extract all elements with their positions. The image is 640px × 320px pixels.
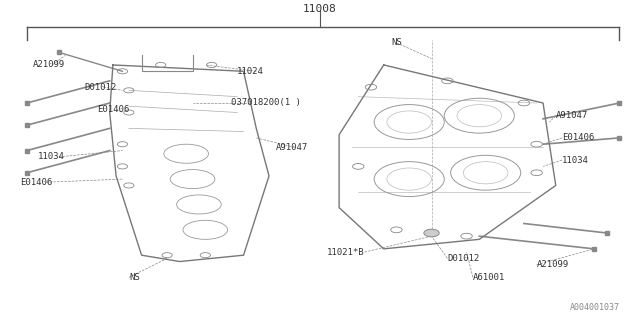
Text: 11024: 11024	[237, 67, 264, 76]
Text: A61001: A61001	[473, 273, 505, 282]
Circle shape	[424, 229, 439, 237]
Text: E01406: E01406	[97, 105, 129, 114]
Text: A91047: A91047	[556, 111, 588, 120]
Text: A21099: A21099	[33, 60, 65, 69]
Text: NS: NS	[391, 38, 402, 47]
Text: 11021*B: 11021*B	[327, 248, 365, 257]
Text: E01406: E01406	[562, 133, 595, 142]
Text: E01406: E01406	[20, 178, 52, 187]
Text: 037018200(1 ): 037018200(1 )	[231, 99, 301, 108]
Text: NS: NS	[130, 273, 141, 282]
Text: 11034: 11034	[562, 156, 589, 164]
Text: 11034: 11034	[38, 152, 65, 161]
Text: D01012: D01012	[84, 83, 116, 92]
Text: A21099: A21099	[537, 260, 569, 269]
Text: A004001037: A004001037	[570, 303, 620, 312]
Text: A91047: A91047	[275, 143, 308, 152]
Text: D01012: D01012	[447, 254, 480, 263]
Text: 11008: 11008	[303, 4, 337, 14]
